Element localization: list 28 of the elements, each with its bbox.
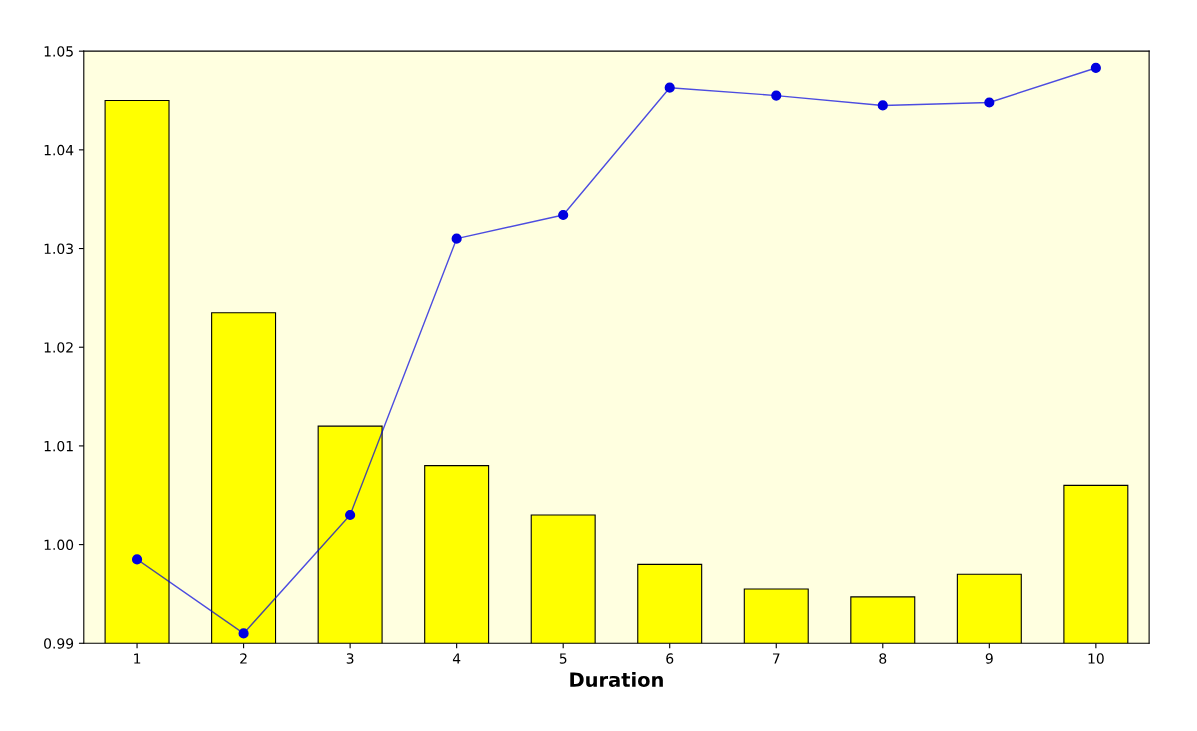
x-tick-label: 5 (559, 653, 567, 664)
y-tick-label: 1.00 (44, 539, 74, 551)
x-tick-label: 8 (879, 653, 887, 664)
y-tick-label: 1.03 (44, 243, 73, 255)
point (1090, 62, 1101, 74)
point (131, 554, 143, 565)
point (238, 628, 249, 639)
x-tick-label: 4 (452, 653, 461, 664)
point (345, 509, 356, 521)
y-tick-label: 1.04 (44, 144, 74, 156)
x-tick-label: 3 (346, 653, 354, 664)
x-tick-label: 6 (666, 653, 674, 664)
x-axis-title: Duration (570, 672, 663, 688)
y-tick-label: 1.05 (44, 46, 73, 57)
point (664, 82, 675, 93)
x-tick-label: 7 (772, 653, 780, 664)
point (558, 209, 569, 221)
x-tick-label: 1 (134, 653, 141, 664)
x-tick-label: 9 (985, 653, 993, 664)
point (877, 100, 888, 111)
x-tick-label: 2 (240, 653, 247, 664)
y-tick-label: 1.02 (44, 342, 73, 353)
point (451, 233, 462, 244)
y-tick-label: 0.99 (44, 638, 74, 649)
y-tick-label: 1.01 (44, 440, 73, 452)
point (984, 97, 995, 108)
point (771, 90, 782, 101)
x-tick-label: 10 (1088, 653, 1104, 664)
